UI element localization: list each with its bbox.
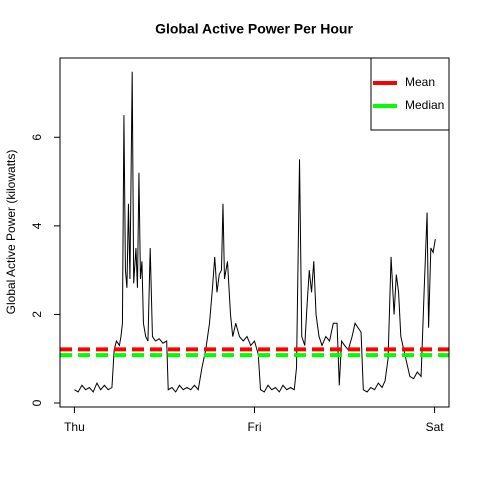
- legend-box: [370, 57, 450, 131]
- legend-label: Median: [405, 98, 444, 112]
- y-axis-label: Global Active Power (kilowatts): [4, 150, 18, 315]
- y-tick-label: 2: [30, 311, 44, 318]
- y-tick-label: 4: [30, 222, 44, 229]
- plot-frame: [59, 57, 450, 408]
- y-tick-label: 0: [30, 399, 44, 406]
- x-tick-label: Thu: [64, 420, 85, 434]
- x-tick-label: Sat: [426, 420, 445, 434]
- legend-label: Mean: [405, 75, 435, 89]
- chart-title: Global Active Power Per Hour: [155, 21, 353, 37]
- data-line: [74, 71, 436, 393]
- y-tick-label: 6: [30, 134, 44, 141]
- x-tick-label: Fri: [248, 420, 262, 434]
